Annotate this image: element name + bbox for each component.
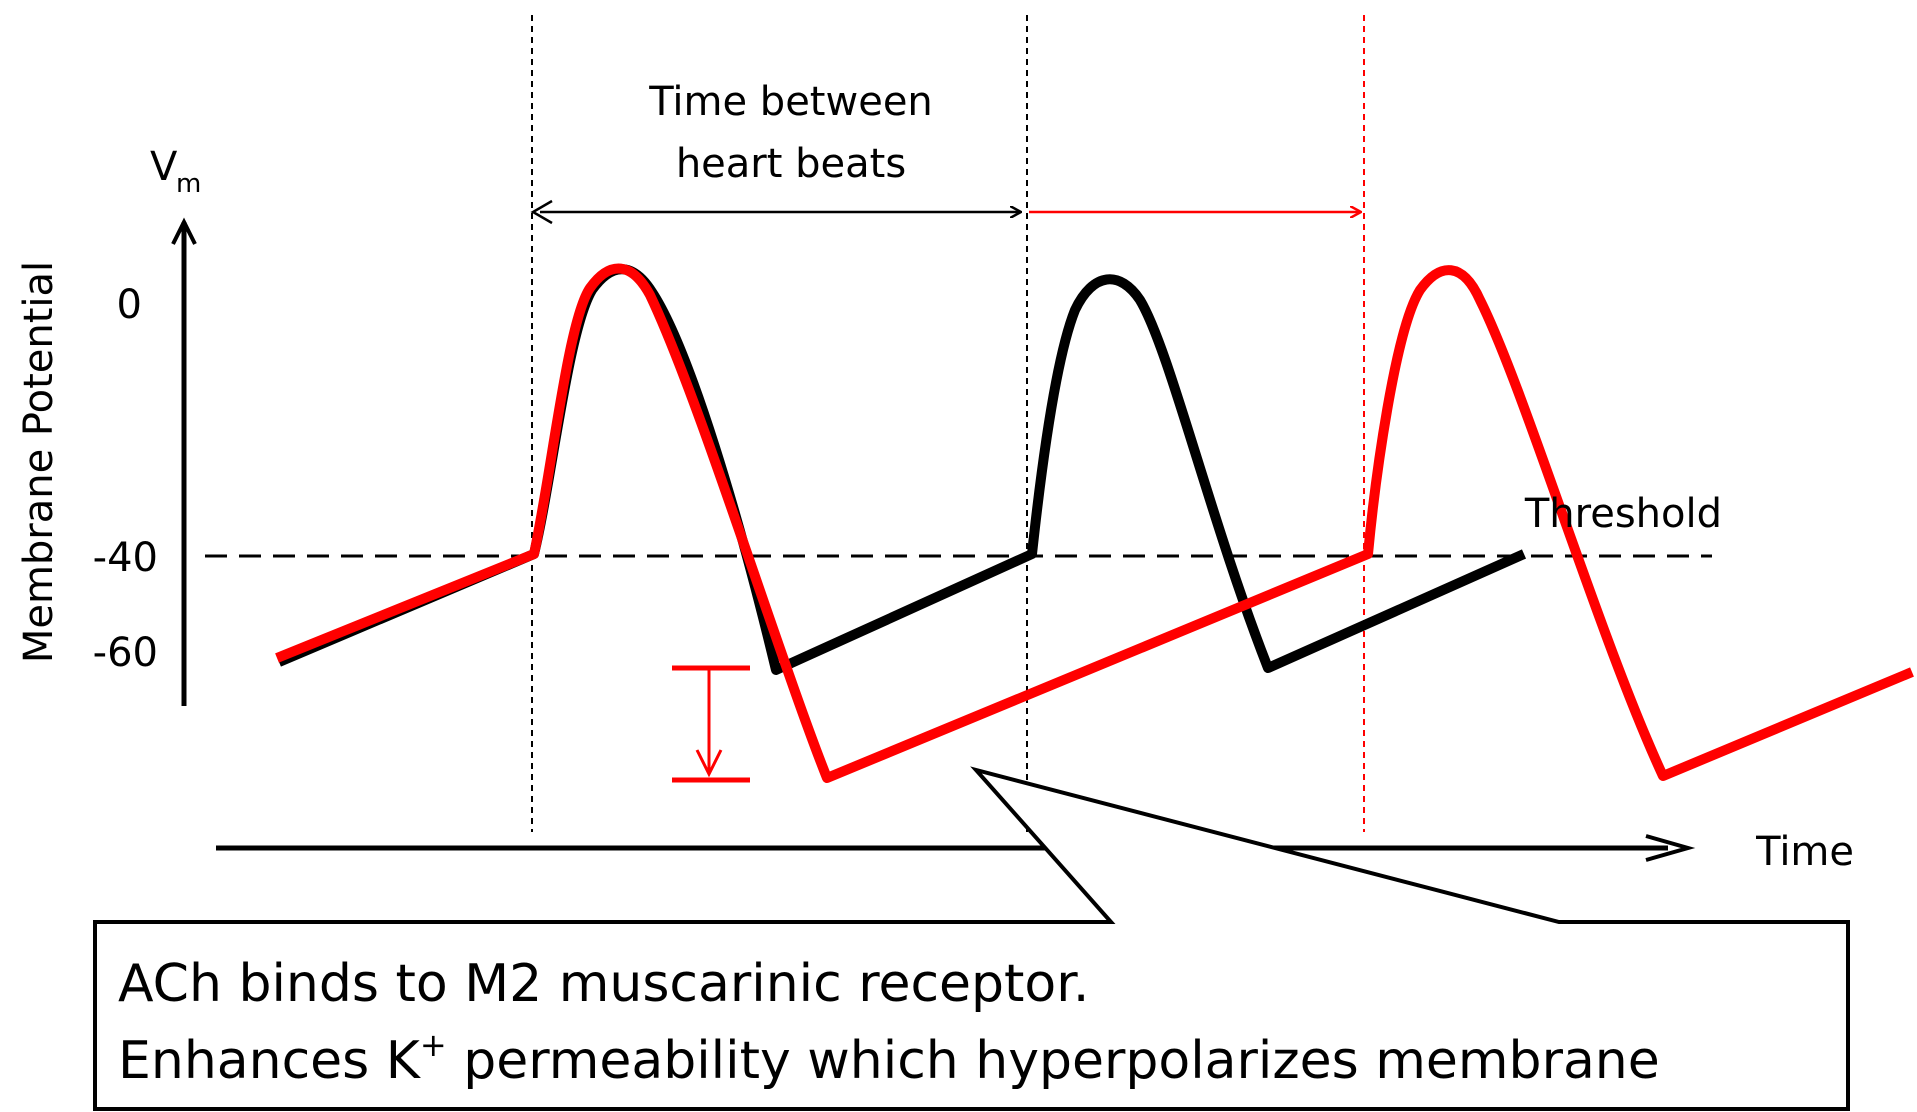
callout-line-2-prefix: Enhances K bbox=[118, 1031, 420, 1091]
y-axis-title: Membrane Potential bbox=[16, 261, 62, 663]
potassium-charge-superscript: + bbox=[419, 1026, 447, 1064]
y-axis-arrowhead bbox=[171, 217, 197, 245]
threshold-label: Threshold bbox=[1524, 491, 1722, 537]
callout-line-1: ACh binds to M2 muscarinic receptor. bbox=[118, 954, 1090, 1014]
interval-label-line2: heart beats bbox=[676, 141, 906, 187]
normal-trace bbox=[277, 264, 1527, 675]
callout-line-2-suffix: permeability which hyperpolarizes membra… bbox=[446, 1031, 1660, 1091]
y-axis-symbol: V bbox=[150, 144, 178, 190]
x-axis-arrowhead bbox=[1645, 834, 1696, 862]
y-tick-minus40: -40 bbox=[93, 535, 158, 581]
x-axis-title: Time bbox=[1755, 829, 1854, 875]
y-axis-subscript: m bbox=[176, 169, 201, 199]
y-tick-minus60: -60 bbox=[93, 630, 158, 676]
callout-box bbox=[93, 766, 1850, 1111]
hyperpolarization-arrowhead bbox=[695, 749, 723, 778]
interval-arrow-normal-head-left bbox=[530, 199, 553, 225]
callout-line-2: Enhances K+ permeability which hyperpola… bbox=[118, 1029, 1660, 1087]
interval-label-line1: Time between bbox=[648, 79, 933, 125]
y-tick-0: 0 bbox=[117, 282, 142, 328]
ach-trace bbox=[275, 263, 1914, 783]
